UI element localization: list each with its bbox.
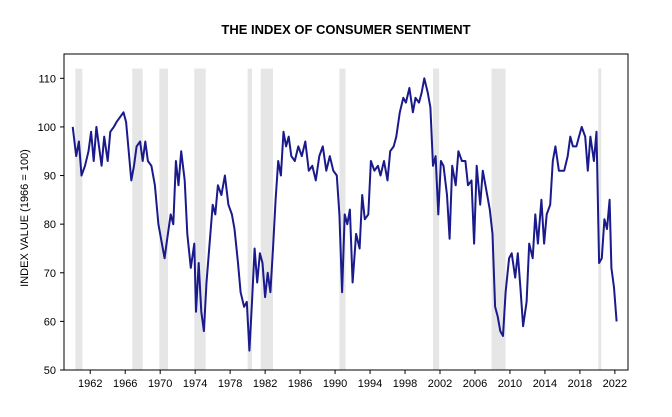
recession-band xyxy=(598,68,602,370)
axes: 50 60 70 80 90 100 110 1962 1966 1970 1974 1978 1982… xyxy=(38,53,629,390)
x-tick-label: 2022 xyxy=(603,378,627,390)
x-tick-label: 1970 xyxy=(148,378,172,390)
x-tick-label: 2018 xyxy=(568,378,592,390)
plot-frame xyxy=(63,53,629,371)
x-tick-label: 1982 xyxy=(253,378,277,390)
recession-band xyxy=(247,68,252,370)
y-axis-label: INDEX VALUE (1966 = 100) xyxy=(19,149,31,287)
y-tick-label: 60 xyxy=(44,316,56,328)
x-tick-label: 2006 xyxy=(463,378,487,390)
recession-band xyxy=(132,68,143,370)
chart-title: THE INDEX OF CONSUMER SENTIMENT xyxy=(221,22,470,37)
x-tick-label: 1974 xyxy=(183,378,207,390)
x-tick-label: 1962 xyxy=(78,378,102,390)
recession-band xyxy=(339,68,346,370)
x-tick-label: 2010 xyxy=(498,378,522,390)
y-tick-label: 100 xyxy=(38,122,56,134)
y-tick-label: 110 xyxy=(38,73,56,85)
x-tick-label: 1986 xyxy=(288,378,312,390)
recession-band xyxy=(433,68,440,370)
x-tick-label: 2002 xyxy=(428,378,452,390)
recession-band xyxy=(159,68,169,370)
recession-bands xyxy=(75,68,602,370)
recession-band xyxy=(75,68,83,370)
y-tick-label: 50 xyxy=(44,365,56,377)
recession-band xyxy=(260,68,273,370)
sentiment-series-line xyxy=(71,77,618,352)
y-tick-label: 70 xyxy=(44,268,56,280)
x-tick-label: 1994 xyxy=(358,378,382,390)
x-tick-label: 1990 xyxy=(323,378,347,390)
recession-band xyxy=(194,68,206,370)
y-tick-label: 80 xyxy=(44,219,56,231)
y-tick-label: 90 xyxy=(44,171,56,183)
x-tick-label: 2014 xyxy=(533,378,557,390)
x-tick-label: 1998 xyxy=(393,378,417,390)
x-tick-label: 1966 xyxy=(113,378,137,390)
series-layer xyxy=(71,77,618,352)
x-tick-label: 1978 xyxy=(218,378,242,390)
